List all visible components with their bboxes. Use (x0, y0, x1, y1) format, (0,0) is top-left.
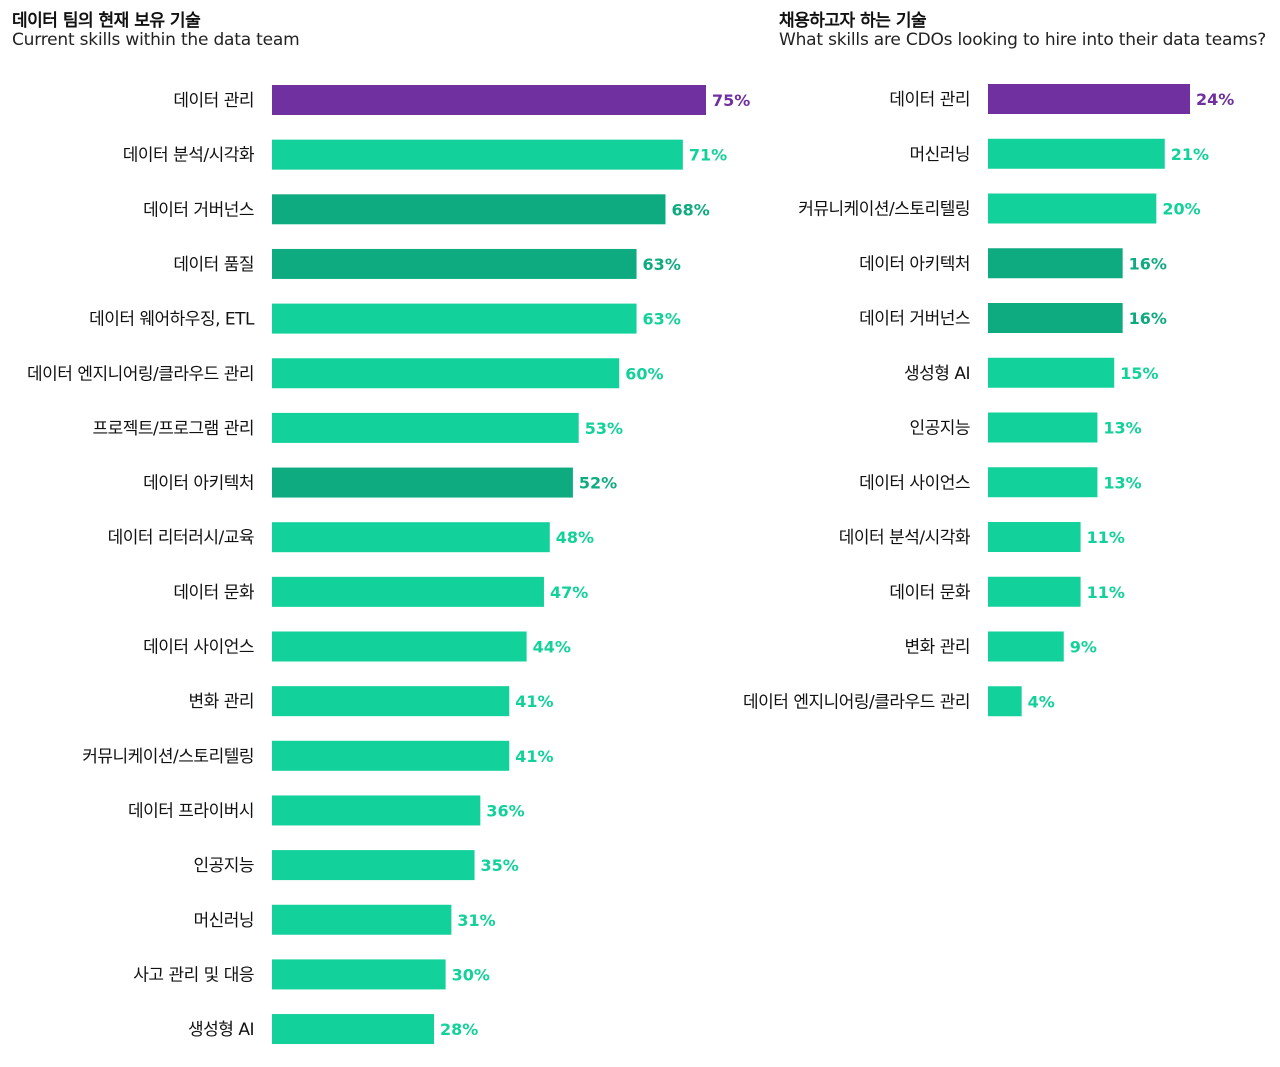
left-bar (272, 358, 620, 389)
right-chart-title: 채용하고자 하는 기술 (779, 11, 927, 31)
left-bar (272, 194, 666, 225)
right-category-label: 생성형 AI (904, 364, 970, 384)
left-value-label: 71% (689, 146, 727, 165)
left-value-label: 63% (643, 310, 681, 329)
right-value-label: 20% (1162, 200, 1200, 219)
right-bar (988, 357, 1115, 388)
left-value-label: 68% (671, 200, 709, 219)
left-bar (272, 631, 527, 662)
right-value-label: 24% (1196, 90, 1234, 109)
left-category-label: 데이터 분석/시각화 (123, 146, 255, 166)
right-value-label: 16% (1129, 309, 1167, 328)
right-bar (988, 138, 1165, 169)
left-bar (272, 467, 573, 498)
left-bar (272, 576, 544, 607)
right-bar (988, 522, 1081, 552)
right-value-label: 9% (1070, 638, 1097, 657)
left-bar (272, 412, 579, 443)
left-category-label: 데이터 엔지니어링/클라우드 관리 (27, 364, 254, 384)
left-category-label: 데이터 프라이버시 (128, 801, 254, 821)
left-category-label: 데이터 아키텍처 (143, 474, 254, 494)
right-value-label: 16% (1129, 254, 1167, 273)
left-chart-title: 데이터 팀의 현재 보유 기술 (12, 11, 201, 31)
left-value-label: 52% (579, 474, 617, 493)
left-bar (272, 303, 637, 334)
left-value-label: 53% (585, 419, 623, 438)
right-bar-chart: 데이터 관리 24% 머신러닝 21% 커뮤니케이션/스토리텔링 20% 데이터 아키텍처 1… (743, 84, 1234, 717)
right-category-label: 데이터 문화 (889, 583, 970, 603)
right-category-label: 데이터 엔지니어링/클라우드 관리 (743, 692, 970, 712)
right-category-label: 변화 관리 (905, 638, 970, 658)
left-value-label: 41% (515, 747, 553, 766)
right-category-label: 데이터 분석/시각화 (839, 528, 971, 548)
left-category-label: 사고 관리 및 대응 (133, 965, 254, 985)
right-value-label: 11% (1087, 528, 1125, 547)
left-category-label: 데이터 품질 (173, 255, 254, 275)
right-category-label: 머신러닝 (909, 145, 970, 165)
left-bar (272, 904, 452, 935)
left-value-label: 75% (712, 91, 750, 110)
left-value-label: 41% (515, 692, 553, 711)
right-bar (988, 576, 1081, 607)
left-value-label: 35% (481, 856, 519, 875)
left-category-label: 데이터 문화 (173, 583, 254, 603)
left-category-label: 데이터 사이언스 (143, 638, 254, 658)
right-category-label: 인공지능 (909, 419, 970, 439)
right-value-label: 21% (1171, 145, 1209, 164)
right-value-label: 11% (1087, 583, 1125, 602)
right-category-label: 데이터 거버넌스 (859, 309, 970, 329)
left-value-label: 31% (457, 911, 495, 930)
left-value-label: 30% (452, 965, 490, 984)
left-bar (272, 959, 446, 990)
right-bar (988, 631, 1064, 662)
left-bar (272, 740, 510, 771)
left-bar (272, 795, 481, 826)
left-bar (272, 85, 706, 115)
left-category-label: 데이터 웨어하우징, ETL (89, 310, 255, 330)
left-category-label: 생성형 AI (188, 1020, 254, 1040)
right-bar (988, 248, 1123, 279)
right-bar (988, 412, 1098, 443)
left-value-label: 60% (625, 364, 663, 383)
right-bar (988, 686, 1022, 717)
left-bar (272, 522, 550, 553)
right-value-label: 13% (1103, 473, 1141, 492)
right-category-label: 데이터 아키텍처 (859, 254, 970, 274)
right-value-label: 15% (1120, 364, 1158, 383)
left-bar (272, 248, 637, 279)
right-chart-subtitle: What skills are CDOs looking to hire int… (779, 30, 1267, 50)
left-value-label: 36% (486, 801, 524, 820)
left-category-label: 데이터 관리 (173, 91, 254, 111)
left-value-label: 48% (556, 528, 594, 547)
right-bar (988, 84, 1190, 114)
left-chart-subtitle: Current skills within the data team (12, 30, 300, 50)
left-bar (272, 686, 510, 717)
right-category-label: 데이터 관리 (889, 90, 970, 110)
left-category-label: 변화 관리 (189, 692, 254, 712)
right-bar (988, 303, 1123, 333)
left-value-label: 63% (643, 255, 681, 274)
left-bar-chart: 데이터 관리 75% 데이터 분석/시각화 71% 데이터 거버넌스 68% 데이터 품질 6… (27, 85, 750, 1045)
left-category-label: 인공지능 (193, 856, 254, 876)
left-bar (272, 1014, 435, 1045)
left-category-label: 머신러닝 (193, 911, 254, 931)
right-category-label: 데이터 사이언스 (859, 473, 970, 493)
right-bar (988, 467, 1098, 498)
left-bar (272, 850, 475, 881)
left-value-label: 44% (533, 638, 571, 657)
right-value-label: 4% (1028, 692, 1055, 711)
right-bar (988, 193, 1157, 224)
left-bar (272, 139, 683, 170)
left-category-label: 데이터 리터러시/교육 (108, 528, 254, 548)
left-value-label: 28% (440, 1020, 478, 1039)
left-category-label: 데이터 거버넌스 (143, 200, 254, 220)
left-category-label: 프로젝트/프로그램 관리 (92, 419, 254, 439)
right-value-label: 13% (1103, 419, 1141, 438)
left-category-label: 커뮤니케이션/스토리텔링 (82, 747, 254, 767)
left-value-label: 47% (550, 583, 588, 602)
right-category-label: 커뮤니케이션/스토리텔링 (798, 200, 970, 220)
